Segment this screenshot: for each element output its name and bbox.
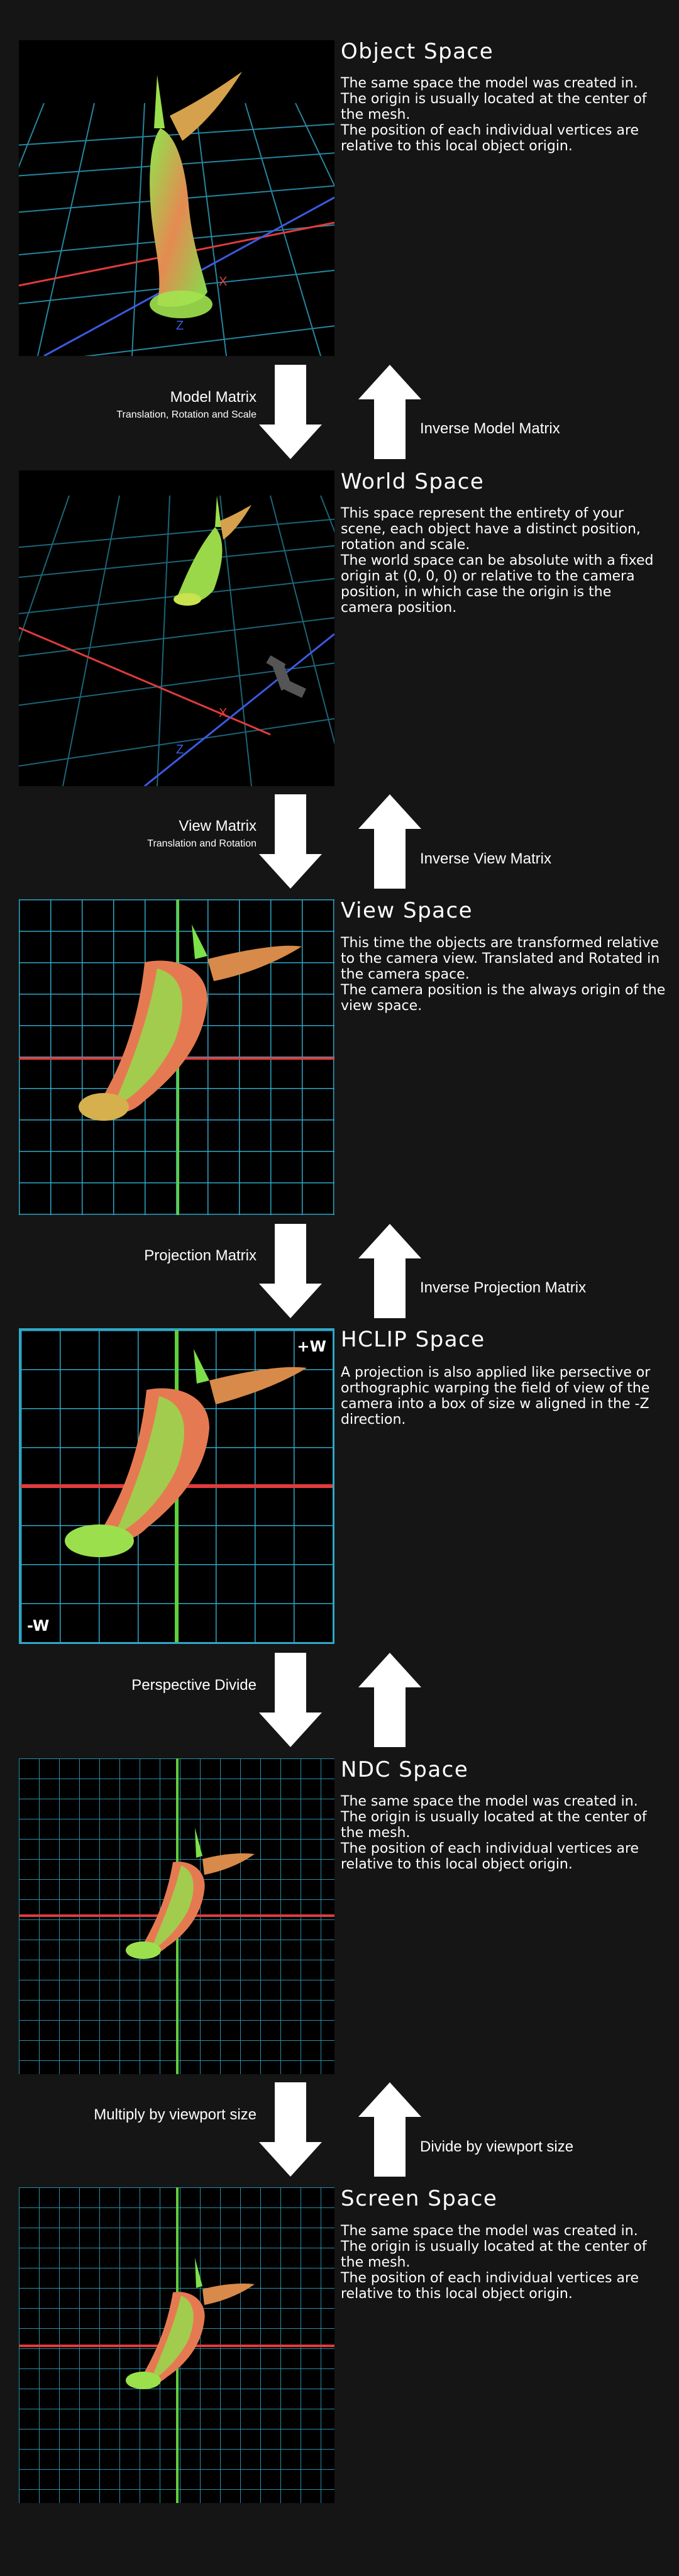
section-title: HCLIP Space [341,1327,485,1352]
ndc-space-render [19,1758,334,2074]
inverse-transform-label: Inverse View Matrix [420,850,551,867]
section-title: View Space [341,898,473,923]
statue-model [150,72,242,318]
section-title: NDC Space [341,1757,469,1782]
inverse-arrow-icon [358,365,421,459]
negative-w-label: -W [27,1617,50,1635]
section-description: A projection is also applied like persec… [341,1365,651,1428]
forward-transform-sublabel: Translation, Rotation and Scale [116,409,257,420]
statue-model [174,496,251,606]
forward-transform-label: Model Matrix [170,389,257,406]
inverse-transform-label: Inverse Projection Matrix [420,1279,587,1296]
section-title: World Space [341,469,485,494]
statue-model [79,924,302,1121]
forward-arrow-icon [259,1653,322,1747]
forward-arrow-icon [259,794,322,889]
statue-model [126,1828,255,1959]
positive-w-label: +W [297,1338,326,1355]
x-axis-label: X [219,275,227,289]
forward-arrow-icon [259,365,322,459]
inverse-arrow-icon [358,794,421,889]
section-title: Object Space [341,39,494,64]
forward-arrow-icon [259,1224,322,1318]
section-description: The same space the model was created in.… [341,1794,647,1872]
z-axis-label: Z [176,743,184,757]
section-description: This time the objects are transformed re… [341,935,666,1014]
forward-transform-label: View Matrix [179,818,257,835]
screen-space-viewport [19,2187,334,2503]
inverse-transform-label: Inverse Model Matrix [420,420,560,437]
statue-model [65,1349,307,1557]
forward-transform-label: Multiply by viewport size [94,2106,257,2123]
forward-arrow-icon [259,2082,322,2177]
inverse-arrow-icon [358,2082,421,2177]
inverse-transform-label: Divide by viewport size [420,2138,574,2155]
inverse-arrow-icon [358,1224,421,1318]
screen-space-render [19,2187,334,2503]
forward-transform-sublabel: Translation and Rotation [147,838,257,849]
section-description: The same space the model was created in.… [341,2223,647,2302]
section-description: The same space the model was created in.… [341,75,647,154]
object-space-viewport: X Z [19,40,334,356]
section-description: This space represent the entirety of you… [341,506,654,616]
world-space-viewport: X Z [19,470,334,786]
camera-icon [266,655,306,698]
inverse-arrow-icon [358,1653,421,1747]
section-title: Screen Space [341,2186,498,2211]
forward-transform-label: Perspective Divide [131,1677,257,1694]
object-space-render: X Z [19,72,334,356]
z-axis-label: Z [176,319,184,333]
view-space-render [19,899,334,1215]
forward-transform-label: Projection Matrix [144,1247,257,1264]
x-axis-label: X [219,706,227,720]
world-space-render: X Z [19,495,334,786]
hclip-space-viewport: +W -W [19,1328,334,1644]
statue-model [126,2258,255,2389]
ndc-space-viewport [19,1758,334,2074]
view-space-viewport [19,899,334,1215]
hclip-space-render [21,1330,333,1642]
